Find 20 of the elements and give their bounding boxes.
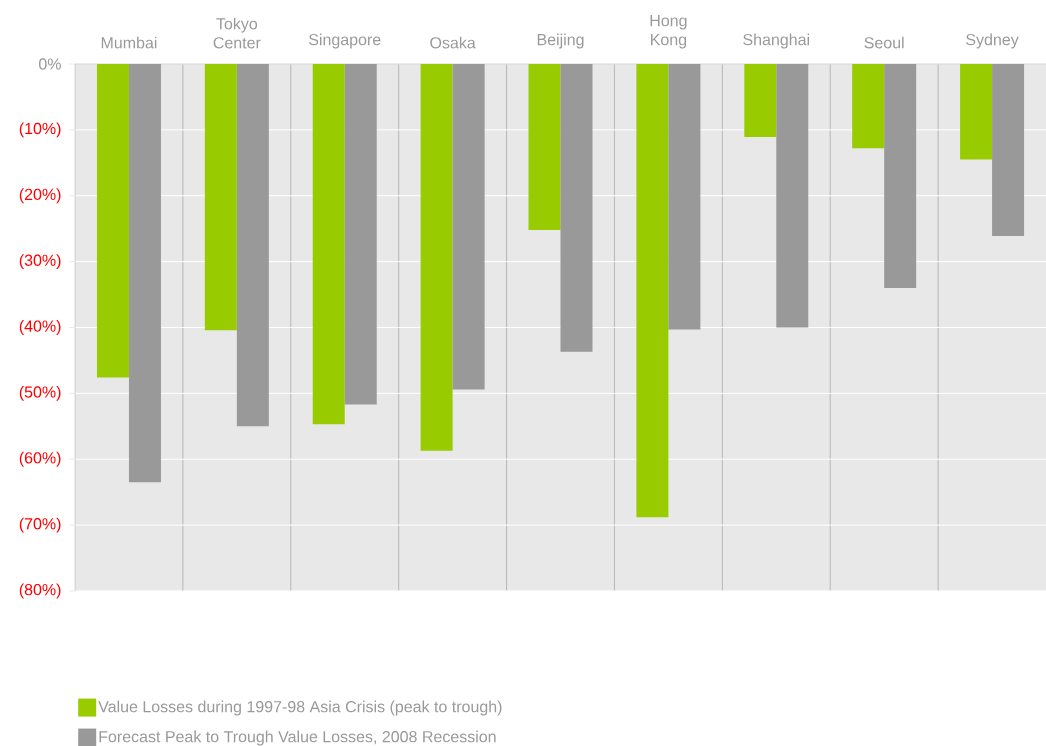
x-tick-label: Singapore <box>308 33 381 49</box>
y-tick-label: (70%) <box>19 517 61 533</box>
legend-label: Forecast Peak to Trough Value Losses, 2008 Recession <box>99 730 496 746</box>
x-tick-label: Beijing <box>537 33 584 49</box>
y-tick-label: (20%) <box>19 188 61 204</box>
x-tick-label: Tokyo Center <box>213 17 261 49</box>
x-tick-label: Sydney <box>966 33 1019 49</box>
x-tick-label: Osaka <box>430 36 476 49</box>
y-tick-label: 0% <box>38 58 61 70</box>
x-tick-label: Shanghai <box>743 33 810 49</box>
y-tick-label: (80%) <box>19 583 61 599</box>
legend-label: Value Losses during 1997-98 Asia Crisis (peak to trough) <box>98 700 502 716</box>
y-tick-label: (10%) <box>19 122 61 138</box>
x-tick-label: Seoul <box>864 36 904 49</box>
y-tick-label: (30%) <box>19 254 61 270</box>
x-tick-label: Mumbai <box>101 36 157 49</box>
y-tick-label: (40%) <box>19 320 61 335</box>
y-tick-label: (60%) <box>19 451 61 467</box>
x-tick-label: Hong Kong <box>650 15 687 49</box>
y-tick-label: (50%) <box>19 385 61 401</box>
